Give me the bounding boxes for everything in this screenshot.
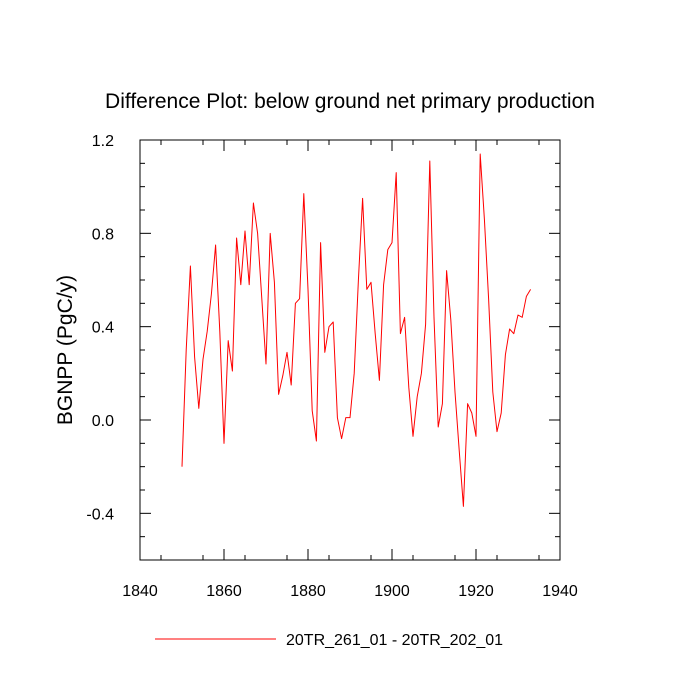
y-tick-label: 0.4 bbox=[92, 320, 114, 337]
plot-frame bbox=[139, 139, 561, 561]
x-tick-label: 1880 bbox=[290, 583, 326, 600]
y-axis-label: BGNPP (PgC/y) bbox=[54, 275, 77, 425]
y-tick-label: -0.4 bbox=[86, 506, 114, 523]
y-tick-label: 0.8 bbox=[92, 226, 114, 243]
series-line-0 bbox=[181, 153, 532, 507]
y-axis: -0.4 0.0 0.4 0.8 1.2 bbox=[86, 133, 560, 561]
x-tick-label: 1860 bbox=[206, 583, 242, 600]
y-tick-label: 0.0 bbox=[92, 413, 114, 430]
legend: 20TR_261_01 - 20TR_202_01 bbox=[155, 632, 503, 649]
x-tick-label: 1900 bbox=[374, 583, 410, 600]
x-tick-label: 1840 bbox=[122, 583, 158, 600]
x-tick-label: 1940 bbox=[542, 583, 578, 600]
series-layer bbox=[181, 153, 532, 507]
x-tick-label: 1920 bbox=[458, 583, 494, 600]
chart-title: Difference Plot: below ground net primar… bbox=[105, 90, 595, 113]
legend-label: 20TR_261_01 - 20TR_202_01 bbox=[286, 632, 503, 649]
y-tick-label: 1.2 bbox=[92, 133, 114, 150]
x-axis: 1840 1860 1880 1900 1920 1940 bbox=[122, 140, 578, 600]
